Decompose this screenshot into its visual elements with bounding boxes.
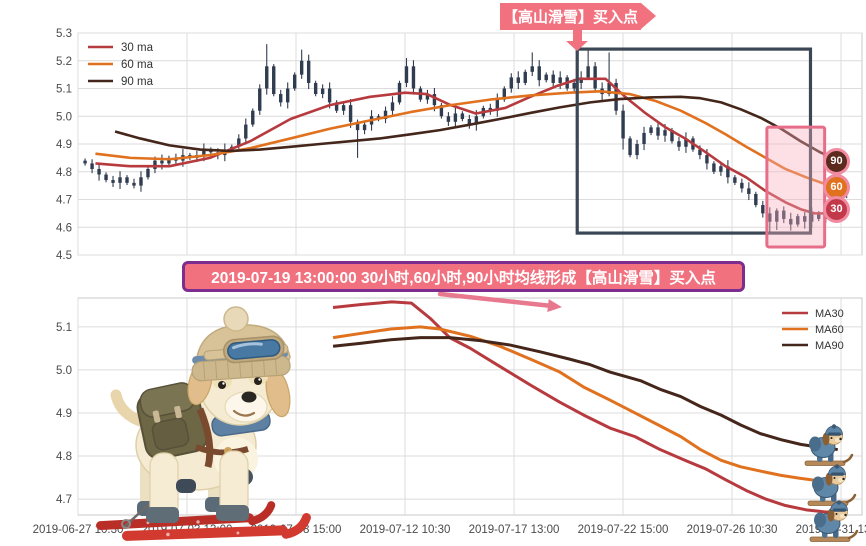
svg-text:30 ma: 30 ma: [121, 42, 154, 54]
svg-text:4.8: 4.8: [56, 451, 72, 463]
svg-text:90 ma: 90 ma: [121, 76, 154, 88]
callout-arrow-tip: [641, 3, 656, 29]
signal-description-banner: 2019-07-19 13:00:00 30小时,60小时,90小时均线形成【高…: [182, 261, 745, 292]
top-90ma-line: [114, 95, 847, 165]
callout-down-arrow-stem: [573, 30, 582, 41]
svg-text:4.7: 4.7: [56, 195, 72, 207]
svg-text:5.1: 5.1: [56, 84, 72, 96]
signal-description-text: 2019-07-19 13:00:00 30小时,60小时,90小时均线形成【高…: [211, 269, 716, 287]
svg-text:MA90: MA90: [815, 340, 844, 352]
bottom-MA60-line: [332, 325, 838, 484]
near-ski: [121, 513, 311, 541]
svg-text:4.5: 4.5: [56, 250, 72, 262]
x-tick-label: 2019-07-12 10:30: [360, 524, 451, 536]
top-30ma-line: [95, 77, 848, 215]
mini-ski-dog-ma90: [803, 423, 854, 467]
x-tick-label: 2019-07-26 10:30: [687, 524, 778, 536]
backpack: [136, 382, 208, 460]
svg-text:5.1: 5.1: [56, 322, 72, 334]
svg-text:4.6: 4.6: [56, 222, 72, 234]
highlight-box: [765, 125, 827, 249]
top-legend: 30 ma 60 ma 90 ma: [88, 42, 154, 88]
svg-text:4.8: 4.8: [56, 167, 72, 179]
bottom-legend: MA30 MA60 MA90: [782, 308, 844, 352]
goggles: [203, 335, 289, 364]
x-tick-label: 2019-07-17 13:00: [469, 524, 560, 536]
svg-text:4.9: 4.9: [56, 408, 72, 420]
callout-down-arrow-head: [566, 41, 588, 51]
top-candlestick-chart: 5.3 5.2 5.1 5.0 4.9 4.8 4.7 4.6 4.5 30 ma 60 ma 90 …: [56, 28, 863, 262]
ma90-badge: 90: [823, 147, 850, 175]
bottom-MA30-line: [332, 300, 838, 514]
svg-text:MA30: MA30: [815, 308, 844, 320]
buy-point-callout-text: 【高山滑雪】买入点: [502, 9, 638, 26]
x-tick-label: 2019-07-22 15:00: [578, 524, 669, 536]
svg-text:5.2: 5.2: [56, 56, 72, 68]
ma30-badge: 30: [823, 195, 850, 223]
svg-text:5.3: 5.3: [56, 28, 72, 40]
bottom-MA90-line: [332, 336, 838, 452]
svg-text:60 ma: 60 ma: [121, 59, 154, 71]
svg-text:MA60: MA60: [815, 324, 844, 336]
ski-dog-figurine: [96, 306, 311, 541]
banner-pointer-arrow: [437, 291, 562, 313]
selection-box: [575, 47, 813, 235]
svg-text:4.7: 4.7: [56, 494, 72, 506]
top-60ma-line: [95, 89, 847, 189]
svg-text:5.0: 5.0: [56, 111, 72, 123]
svg-text:5.0: 5.0: [56, 365, 72, 377]
buy-point-callout: 【高山滑雪】买入点: [500, 3, 656, 51]
svg-text:4.9: 4.9: [56, 139, 72, 151]
